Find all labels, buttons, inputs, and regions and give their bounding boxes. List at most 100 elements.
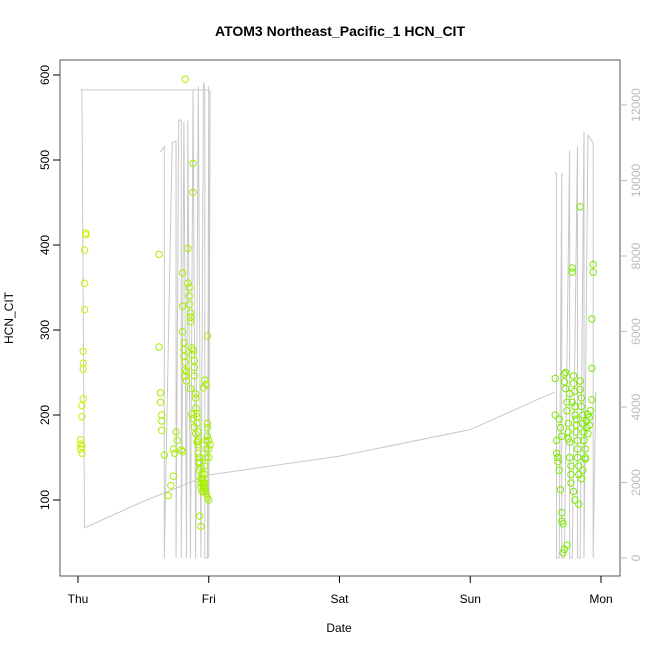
data-point-early-26 [169,472,178,480]
data-point-late-14 [561,368,570,377]
data-point-late-29 [569,379,578,388]
data-point-late-11 [559,549,567,557]
data-point-late-50 [581,445,590,453]
data-point-early-9 [79,359,87,367]
data-point-early-16 [155,250,163,259]
data-point-late-44 [577,394,586,402]
data-point-late-18 [564,419,573,428]
data-point-late-7 [556,486,565,494]
data-point-early-29 [172,428,180,436]
data-point-early-63 [193,409,201,417]
data-point-early-59 [190,372,199,380]
data-point-early-97 [201,376,209,384]
data-point-early-112 [202,489,210,497]
y2-tick-label-6000: 6000 [629,318,643,345]
data-point-early-85 [202,445,210,453]
data-point-late-15 [561,384,570,393]
data-point-early-35 [178,328,187,336]
data-point-early-1 [76,435,85,444]
data-point-early-11 [80,305,89,314]
data-point-early-6 [78,401,86,410]
data-point-late-46 [578,411,587,419]
y2-tick-label-12000: 12000 [629,88,643,122]
data-point-early-51 [186,317,195,326]
data-point-late-8 [558,509,566,517]
data-point-early-61 [191,394,200,402]
data-point-late-5 [554,458,562,466]
data-point-early-48 [185,300,193,309]
data-point-early-56 [189,346,197,355]
data-point-late-57 [588,364,596,372]
y2-tick-label-0: 0 [629,554,643,561]
data-point-late-38 [573,453,582,462]
data-point-early-60 [191,390,200,398]
data-point-early-110 [199,481,208,489]
data-point-late-64 [556,424,565,432]
data-point-late-12 [560,370,569,378]
x-axis-label: Date [326,621,352,635]
data-point-early-98 [202,380,210,389]
data-point-early-12 [80,279,89,287]
data-point-early-103 [190,423,199,431]
data-point-early-111 [201,486,209,494]
data-point-early-21 [157,417,166,425]
data-point-late-55 [586,407,595,415]
data-point-late-63 [555,415,563,423]
data-point-early-53 [188,350,196,359]
data-point-late-75 [584,430,592,438]
data-point-early-44 [184,279,192,287]
data-point-early-33 [178,269,187,277]
data-point-late-41 [576,203,584,211]
data-point-late-2 [552,436,561,445]
data-point-late-23 [567,462,575,470]
data-point-early-58 [190,363,199,372]
data-point-late-76 [585,421,593,429]
data-point-late-21 [565,438,574,446]
y-tick-label-100: 100 [38,490,52,510]
data-point-early-39 [181,358,189,366]
data-point-early-100 [186,384,195,393]
data-point-late-20 [564,435,573,443]
data-point-early-30 [173,436,182,445]
data-point-late-71 [577,475,586,483]
data-point-late-0 [551,374,559,383]
data-point-early-89 [203,419,212,428]
data-point-late-69 [571,496,579,504]
data-point-late-10 [559,520,567,528]
data-point-late-6 [555,466,563,474]
data-point-early-49 [186,309,195,317]
data-point-late-16 [563,398,571,406]
x-tick-label-mon: Mon [589,592,612,606]
data-point-late-56 [588,396,596,404]
data-point-early-10 [79,347,87,355]
data-point-early-114 [205,496,213,504]
data-point-early-46 [185,283,193,292]
data-point-late-59 [589,268,597,276]
y-tick-label-600: 600 [38,65,52,85]
y2-tick-label-8000: 8000 [629,242,643,269]
data-point-early-7 [79,395,87,403]
data-point-late-60 [589,260,597,269]
data-point-early-109 [198,476,206,485]
data-point-early-5 [78,413,86,421]
data-point-early-83 [201,462,209,470]
data-point-early-23 [160,451,168,459]
data-point-early-92 [205,453,213,462]
data-point-late-47 [578,419,587,428]
data-point-early-91 [205,445,213,453]
data-point-early-34 [178,302,187,310]
data-point-late-3 [552,449,561,457]
x-tick-label-thu: Thu [68,592,89,606]
data-point-late-43 [576,385,584,394]
data-point-early-18 [156,389,165,397]
data-point-early-82 [201,470,209,479]
altitude-spikes-friday [159,82,211,559]
data-point-late-13 [560,378,569,386]
data-point-late-62 [563,541,571,549]
data-point-early-42 [182,367,191,376]
data-point-early-102 [189,414,197,423]
y-tick-label-500: 500 [38,150,52,170]
data-point-early-84 [202,453,210,462]
data-point-early-99 [203,332,212,340]
